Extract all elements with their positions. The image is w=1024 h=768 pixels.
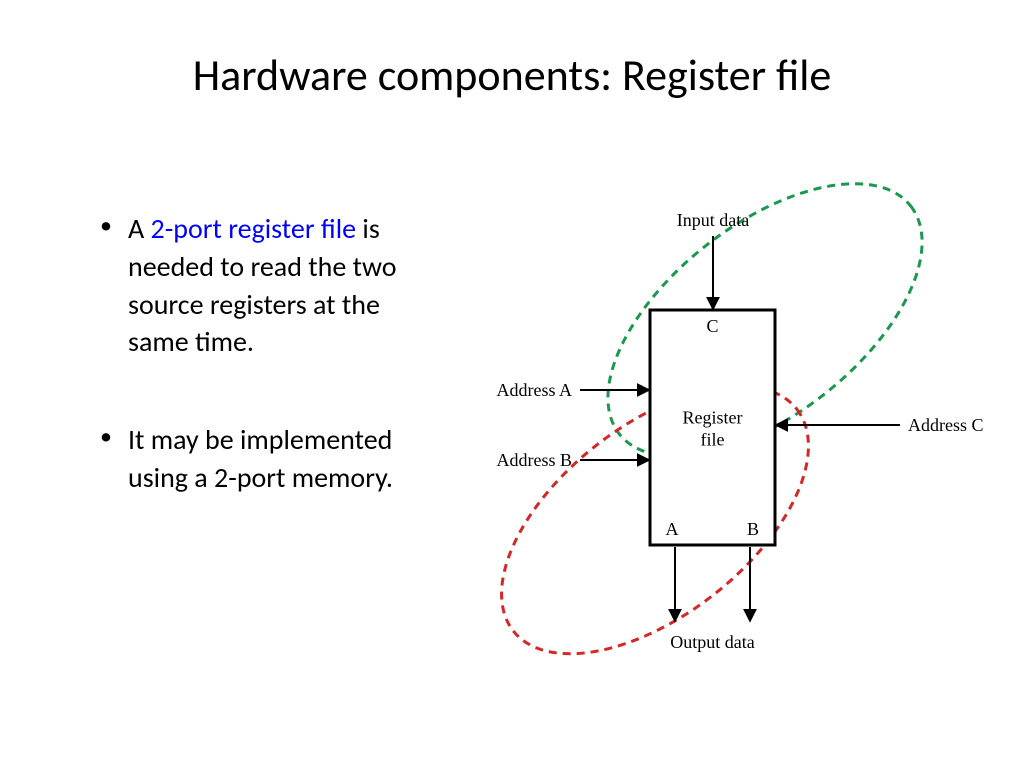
port-b-label: B [747, 519, 759, 539]
slide: Hardware components: Register file A 2-p… [0, 0, 1024, 768]
address-b-label: Address B [497, 450, 573, 470]
register-file-text-2: file [701, 430, 725, 450]
input-data-label: Input data [677, 210, 749, 230]
port-c-label: C [706, 316, 718, 336]
port-a-label: A [666, 519, 679, 539]
bullet-1: A 2-port register file is needed to read… [100, 210, 440, 361]
bullet-2: It may be implemented using a 2-port mem… [100, 421, 440, 497]
register-file-diagram: Input data Address A Address B Address C… [440, 160, 1000, 720]
address-c-label: Address C [908, 415, 984, 435]
bullet-list: A 2-port register file is needed to read… [100, 210, 440, 557]
address-a-label: Address A [497, 380, 573, 400]
bullet-1-highlight: 2-port register file [151, 211, 357, 246]
register-file-box [650, 310, 775, 545]
output-data-label: Output data [670, 632, 754, 652]
bullet-1-pre: A [128, 211, 151, 246]
register-file-text-1: Register [683, 408, 743, 428]
page-title: Hardware components: Register file [0, 48, 1024, 102]
